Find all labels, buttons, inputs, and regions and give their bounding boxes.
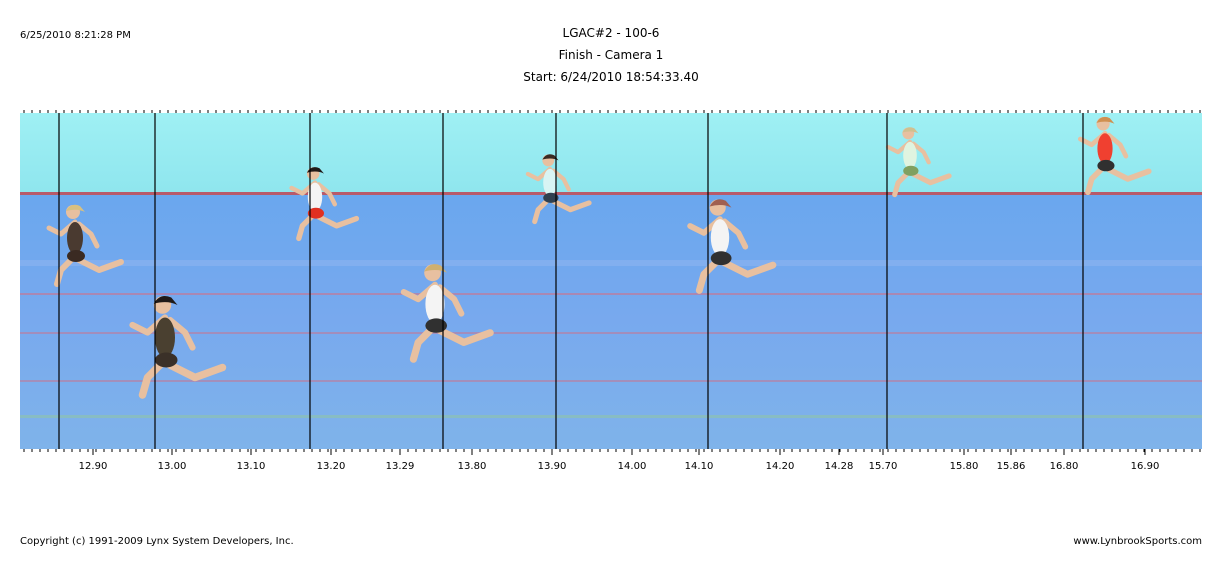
limb bbox=[551, 168, 571, 192]
time-label: 13.00 bbox=[158, 461, 187, 472]
limb bbox=[911, 141, 931, 165]
runner bbox=[1077, 116, 1152, 196]
runner bbox=[129, 295, 227, 399]
hair bbox=[709, 199, 732, 208]
runner bbox=[687, 199, 777, 294]
camera-label: Finish - Camera 1 bbox=[559, 48, 664, 62]
time-label: 14.00 bbox=[618, 461, 647, 472]
hair bbox=[66, 204, 85, 212]
limb bbox=[409, 324, 437, 363]
timestamp: 6/25/2010 8:21:28 PM bbox=[20, 30, 131, 41]
hair bbox=[902, 127, 919, 134]
time-label: 12.90 bbox=[79, 461, 108, 472]
torso bbox=[155, 317, 175, 358]
limb bbox=[1085, 164, 1106, 196]
hair bbox=[153, 295, 178, 305]
torso bbox=[67, 222, 83, 254]
limb bbox=[532, 196, 551, 225]
limb bbox=[138, 358, 167, 399]
limb bbox=[1106, 132, 1129, 159]
time-label: 14.28 bbox=[825, 461, 854, 472]
limb bbox=[892, 169, 911, 198]
limb bbox=[550, 198, 592, 213]
shorts bbox=[1097, 159, 1115, 172]
photo bbox=[20, 113, 1202, 449]
time-label: 14.20 bbox=[766, 461, 795, 472]
runner bbox=[46, 204, 124, 287]
torso bbox=[903, 141, 917, 170]
shorts bbox=[425, 318, 447, 333]
limb bbox=[436, 326, 494, 347]
limb bbox=[315, 214, 360, 229]
limb bbox=[76, 221, 100, 249]
ticks bbox=[23, 110, 1201, 455]
runner bbox=[400, 264, 494, 363]
hair bbox=[424, 264, 447, 273]
hair bbox=[306, 167, 324, 174]
shorts bbox=[710, 251, 732, 266]
torso bbox=[710, 219, 730, 256]
limb bbox=[910, 171, 952, 186]
limb bbox=[695, 257, 722, 294]
shorts bbox=[543, 192, 559, 203]
limb bbox=[316, 182, 338, 207]
time-label: 13.29 bbox=[386, 461, 415, 472]
limb bbox=[1105, 166, 1152, 182]
limb bbox=[166, 316, 196, 351]
time-label: 15.80 bbox=[950, 461, 979, 472]
start-time: Start: 6/24/2010 18:54:33.40 bbox=[523, 70, 699, 84]
time-label: 13.10 bbox=[237, 461, 266, 472]
runner bbox=[525, 154, 592, 225]
limb bbox=[166, 361, 227, 382]
time-label: 15.70 bbox=[869, 461, 898, 472]
finish-lines bbox=[58, 113, 1084, 449]
limb bbox=[721, 259, 777, 278]
runner bbox=[885, 127, 952, 198]
time-label: 13.90 bbox=[538, 461, 567, 472]
torso bbox=[307, 182, 323, 212]
torso bbox=[425, 284, 445, 324]
shorts bbox=[155, 352, 178, 368]
time-label: 13.20 bbox=[317, 461, 346, 472]
limb bbox=[54, 255, 76, 287]
limb bbox=[436, 284, 465, 317]
time-label: 16.80 bbox=[1050, 461, 1079, 472]
hair bbox=[542, 154, 559, 161]
limb bbox=[76, 257, 124, 273]
shorts bbox=[67, 250, 85, 262]
copyright: Copyright (c) 1991-2009 Lynx System Deve… bbox=[20, 536, 294, 547]
shorts bbox=[307, 207, 324, 219]
time-label: 13.80 bbox=[458, 461, 487, 472]
runners bbox=[46, 116, 1152, 399]
time-label: 16.90 bbox=[1131, 461, 1160, 472]
limb bbox=[721, 218, 749, 250]
torso bbox=[543, 168, 557, 197]
time-label: 15.86 bbox=[997, 461, 1026, 472]
time-labels: 12.90 13.00 13.10 13.20 13.29 13.80 13.90 14.00… bbox=[79, 461, 1160, 472]
race-title: LGAC#2 - 100-6 bbox=[563, 26, 660, 40]
time-label: 14.10 bbox=[685, 461, 714, 472]
hair bbox=[1096, 116, 1115, 124]
shorts bbox=[903, 165, 919, 176]
website: www.LynbrookSports.com bbox=[1073, 536, 1202, 547]
torso bbox=[1097, 133, 1113, 164]
